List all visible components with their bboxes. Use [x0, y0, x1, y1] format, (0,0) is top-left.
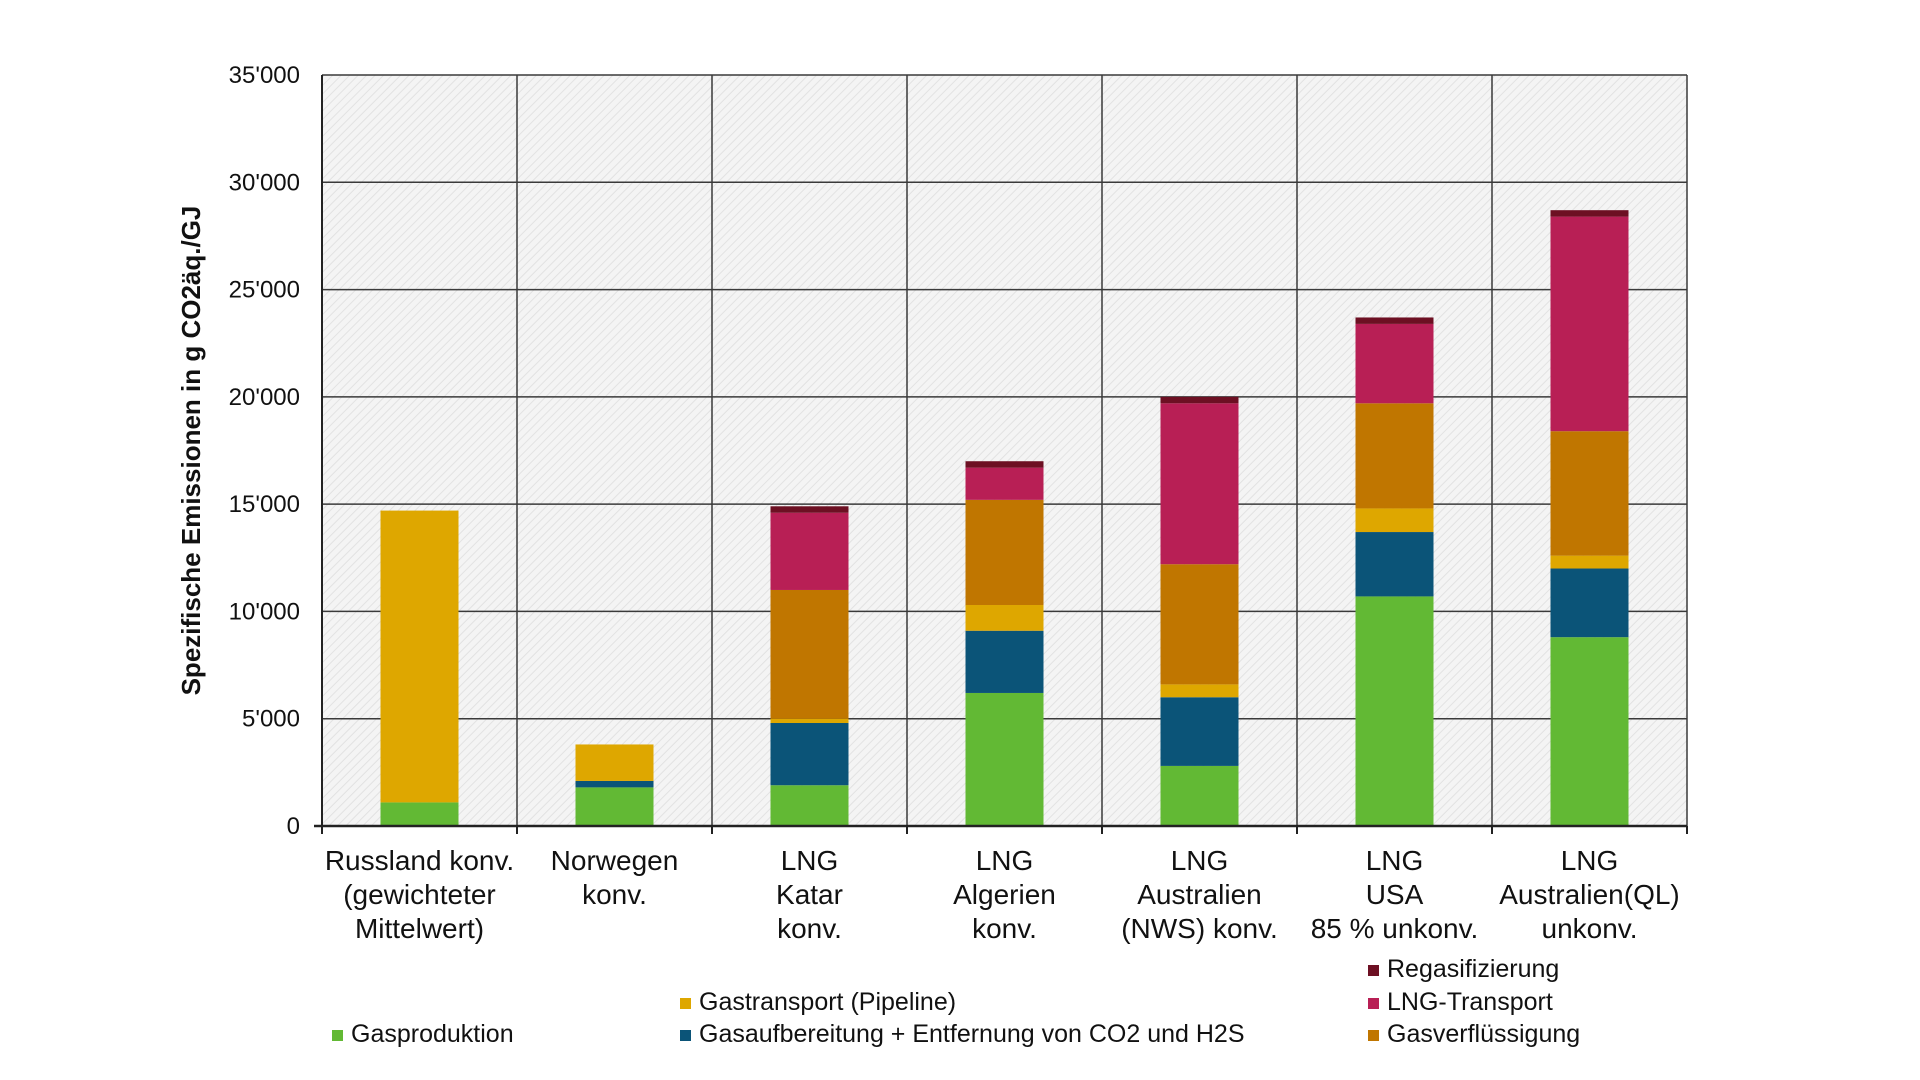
category-label: unkonv. — [1542, 913, 1638, 944]
bar-segment — [1550, 210, 1629, 217]
category-label: Algerien — [953, 879, 1056, 910]
category-label: 85 % unkonv. — [1311, 913, 1479, 944]
bar-segment — [965, 630, 1044, 693]
bar-segment — [1160, 765, 1239, 826]
bar-segment — [770, 785, 849, 826]
y-tick-label: 10'000 — [229, 598, 300, 625]
category-label: Mittelwert) — [355, 913, 484, 944]
bar-segment — [1355, 532, 1434, 597]
bar-segment — [1355, 403, 1434, 509]
y-tick-label: 20'000 — [229, 384, 300, 411]
bar-segment — [770, 718, 849, 724]
bars-group — [380, 210, 1629, 826]
y-tick-label: 30'000 — [229, 169, 300, 196]
legend-label: Gasaufbereitung + Entfernung von CO2 und… — [699, 1020, 1245, 1048]
bar-segment — [770, 512, 849, 590]
legend-swatch — [680, 1030, 691, 1041]
y-tick-label: 25'000 — [229, 277, 300, 304]
legend-label: Gastransport (Pipeline) — [699, 988, 956, 1016]
y-tick-label: 15'000 — [229, 491, 300, 518]
legend-swatch — [680, 998, 691, 1009]
legend-label: Gasverflüssigung — [1387, 1020, 1580, 1048]
category-label: LNG — [1171, 845, 1229, 876]
category-label: (NWS) konv. — [1121, 913, 1278, 944]
legend-label: LNG-Transport — [1387, 988, 1553, 1016]
axes — [314, 75, 1688, 834]
bar-segment — [1355, 317, 1434, 324]
legend-swatch — [1368, 998, 1379, 1009]
bar-segment — [1160, 684, 1239, 698]
bar-segment — [1355, 508, 1434, 533]
bar-segment — [1550, 637, 1629, 826]
category-label: Australien(QL) — [1499, 879, 1680, 910]
legend-label: Gasproduktion — [351, 1020, 514, 1048]
legend: Regasifizierung Gastransport (Pipeline) LN… — [332, 955, 1580, 1048]
category-label: konv. — [777, 913, 842, 944]
bar-segment — [1160, 396, 1239, 404]
bar-segment — [380, 510, 459, 803]
legend-swatch — [1368, 1030, 1379, 1041]
category-label: USA — [1366, 879, 1424, 910]
category-label: Norwegen — [551, 845, 679, 876]
legend-swatch — [1368, 965, 1379, 976]
bar-segment — [1355, 596, 1434, 826]
bar-segment — [1550, 431, 1629, 556]
bar-segment — [575, 787, 654, 826]
bar-segment — [1550, 555, 1629, 569]
bar-segment — [1160, 564, 1239, 685]
bar-segment — [770, 723, 849, 786]
y-tick-label: 0 — [287, 813, 300, 840]
bar-segment — [1160, 403, 1239, 565]
y-tick-label: 5'000 — [242, 706, 300, 733]
y-tick-label: 35'000 — [229, 62, 300, 89]
category-label: LNG — [781, 845, 839, 876]
category-label: Australien — [1137, 879, 1262, 910]
bar-segment — [770, 589, 849, 719]
bar-segment — [965, 461, 1044, 468]
y-axis-label: Spezifische Emissionen in g CO2äq./GJ — [176, 206, 206, 696]
bar-segment — [1355, 323, 1434, 404]
bar-segment — [575, 744, 654, 781]
bar-segment — [965, 604, 1044, 631]
bar-segment — [575, 780, 654, 788]
category-label: konv. — [972, 913, 1037, 944]
category-label: (gewichteter — [343, 879, 496, 910]
bar-segment — [965, 692, 1044, 826]
bar-segment — [1550, 568, 1629, 638]
bar-segment — [965, 467, 1044, 500]
category-label: LNG — [1561, 845, 1619, 876]
category-label: LNG — [1366, 845, 1424, 876]
legend-swatch — [332, 1030, 343, 1041]
category-label: Russland konv. — [325, 845, 514, 876]
bar-segment — [380, 802, 459, 826]
category-label: Katar — [776, 879, 843, 910]
bar-segment — [1160, 697, 1239, 766]
y-tick-labels: 0 5'000 10'000 15'000 20'000 25'000 30'000 35'0… — [229, 62, 300, 840]
legend-label: Regasifizierung — [1387, 955, 1559, 983]
bar-segment — [965, 499, 1044, 605]
bar-segment — [1550, 216, 1629, 432]
category-label: LNG — [976, 845, 1034, 876]
bar-segment — [770, 506, 849, 513]
category-label: konv. — [582, 879, 647, 910]
